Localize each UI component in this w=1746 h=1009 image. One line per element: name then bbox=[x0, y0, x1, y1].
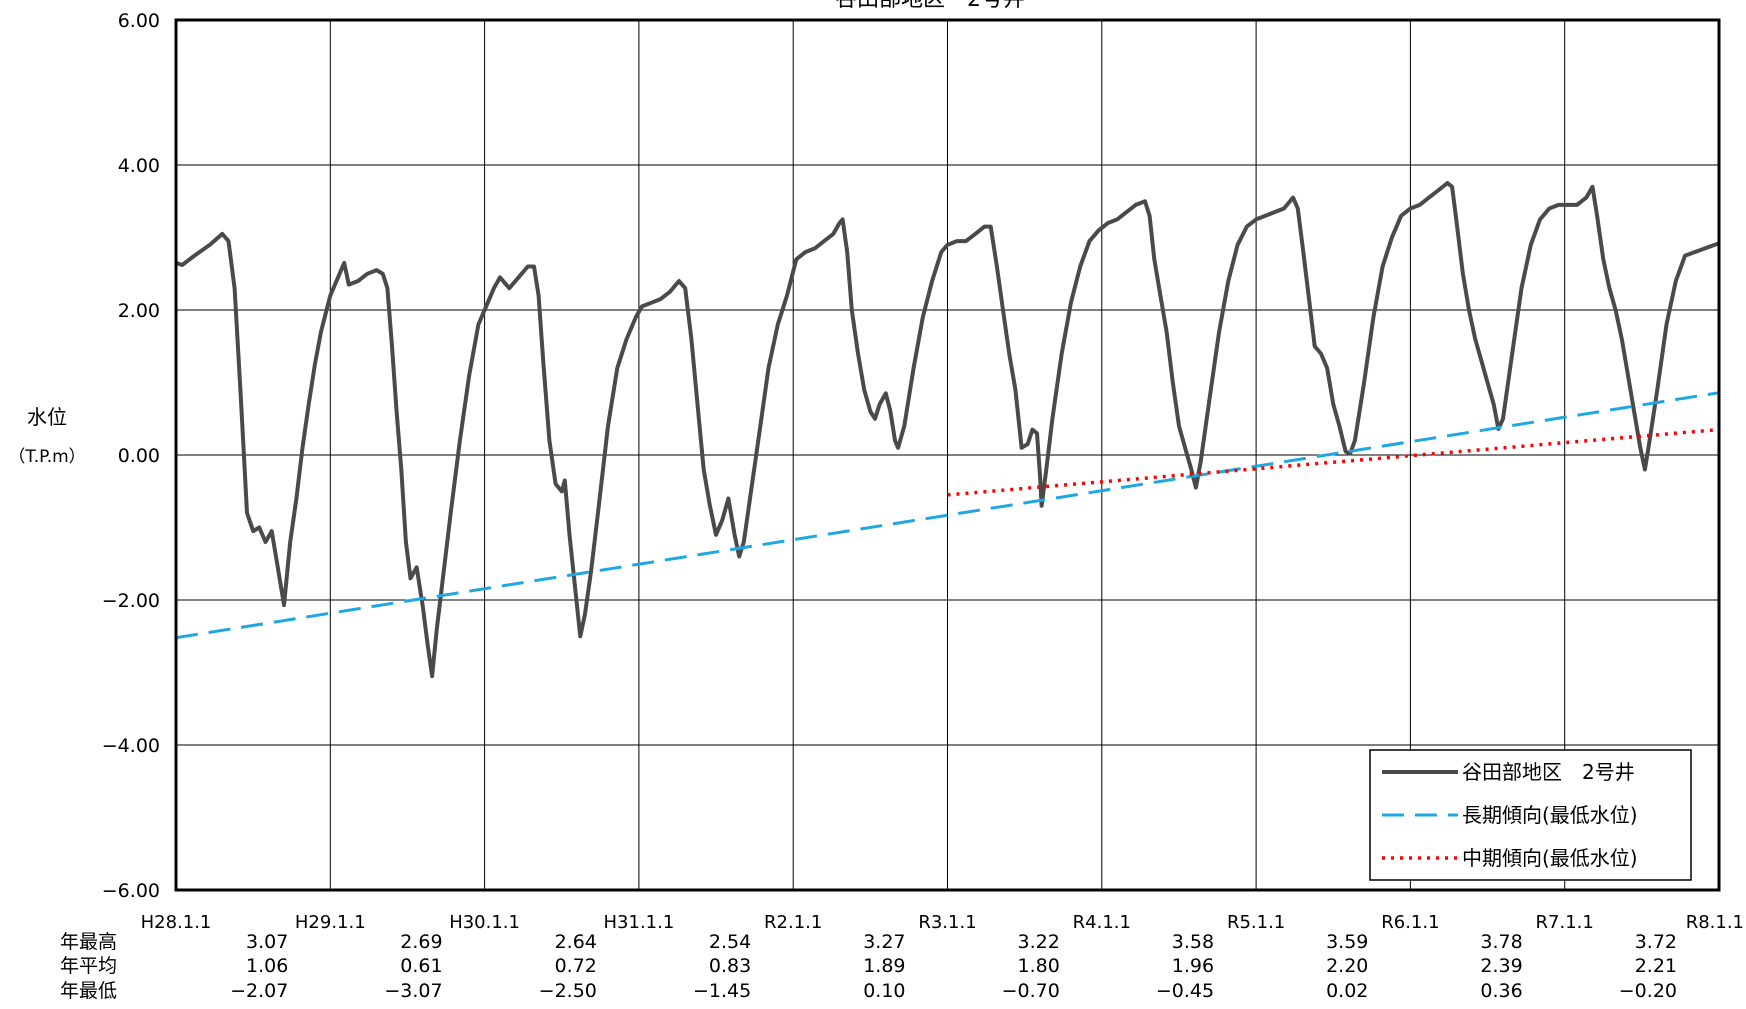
y-tick-label: 4.00 bbox=[118, 155, 160, 177]
table-cell: 0.36 bbox=[1480, 980, 1522, 1002]
table-cell: 3.22 bbox=[1017, 931, 1059, 953]
series-line-2 bbox=[175, 391, 1720, 640]
table-cell: −2.07 bbox=[230, 980, 288, 1002]
y-tick-label: 6.00 bbox=[118, 10, 160, 32]
table-row-label: 年最低 bbox=[60, 980, 117, 1002]
series-lines bbox=[175, 181, 1720, 679]
table-cell: 0.61 bbox=[400, 955, 442, 977]
table-cell: 3.58 bbox=[1172, 931, 1214, 953]
x-tick-label: H31.1.1 bbox=[604, 912, 675, 933]
x-tick-label: R5.1.1 bbox=[1227, 912, 1285, 933]
table-row-label: 年平均 bbox=[60, 955, 117, 977]
chart-title: 谷田部地区 2号井 bbox=[835, 0, 1025, 12]
table-cell: 3.59 bbox=[1326, 931, 1368, 953]
table-cell: −0.45 bbox=[1156, 980, 1214, 1002]
x-tick-label: R6.1.1 bbox=[1381, 912, 1439, 933]
x-tick-label: H30.1.1 bbox=[449, 912, 520, 933]
x-tick-label: R3.1.1 bbox=[918, 912, 976, 933]
legend-label: 谷田部地区 2号井 bbox=[1462, 760, 1635, 784]
table-cell: 2.39 bbox=[1480, 955, 1522, 977]
x-tick-label: H28.1.1 bbox=[141, 912, 212, 933]
table-cell: −2.50 bbox=[539, 980, 597, 1002]
table-cell: 3.78 bbox=[1480, 931, 1522, 953]
y-tick-label: −4.00 bbox=[102, 735, 160, 757]
y-axis-label: 水位 bbox=[27, 405, 67, 429]
y-tick-label: −2.00 bbox=[102, 590, 160, 612]
x-tick-label: R7.1.1 bbox=[1536, 912, 1594, 933]
legend-label: 長期傾向(最低水位) bbox=[1462, 803, 1638, 827]
y-tick-label: −6.00 bbox=[102, 880, 160, 902]
x-tick-label: R4.1.1 bbox=[1073, 912, 1131, 933]
table-cell: 2.20 bbox=[1326, 955, 1368, 977]
table-cell: 3.27 bbox=[863, 931, 905, 953]
axis-ticks: 6.00 4.00 2.00 0.00 −2.00 −4.00 −6.00 H28.1.1 H2… bbox=[102, 10, 1744, 933]
plot-frame bbox=[174, 18, 1721, 892]
legend-label: 中期傾向(最低水位) bbox=[1462, 846, 1638, 870]
table-cell: 2.54 bbox=[709, 931, 751, 953]
table-cell: 1.89 bbox=[863, 955, 905, 977]
table-cell: 2.64 bbox=[555, 931, 597, 953]
series-line-3 bbox=[947, 427, 1720, 497]
table-cell: 0.10 bbox=[863, 980, 905, 1002]
x-tick-label: R8.1.1 bbox=[1686, 912, 1744, 933]
x-tick-label: H29.1.1 bbox=[295, 912, 366, 933]
table-cell: 1.96 bbox=[1172, 955, 1214, 977]
y-tick-label: 2.00 bbox=[118, 300, 160, 322]
table-cell: 2.21 bbox=[1635, 955, 1677, 977]
series-line-1 bbox=[175, 181, 1720, 679]
y-tick-label: 0.00 bbox=[118, 445, 160, 467]
table-cell: 0.72 bbox=[555, 955, 597, 977]
table-cell: 0.83 bbox=[709, 955, 751, 977]
table-row-label: 年最高 bbox=[60, 931, 117, 953]
table-cell: 1.06 bbox=[246, 955, 288, 977]
table-cell: 3.72 bbox=[1635, 931, 1677, 953]
table-cell: −1.45 bbox=[693, 980, 751, 1002]
table-cell: −0.20 bbox=[1619, 980, 1677, 1002]
table-cell: 2.69 bbox=[400, 931, 442, 953]
y-axis-unit: （T.P.m） bbox=[8, 447, 85, 467]
table-cell: −0.70 bbox=[1002, 980, 1060, 1002]
x-tick-label: R2.1.1 bbox=[764, 912, 822, 933]
table-cell: 3.07 bbox=[246, 931, 288, 953]
table-cell: 1.80 bbox=[1017, 955, 1059, 977]
table-cell: 0.02 bbox=[1326, 980, 1368, 1002]
table-cell: −3.07 bbox=[384, 980, 442, 1002]
